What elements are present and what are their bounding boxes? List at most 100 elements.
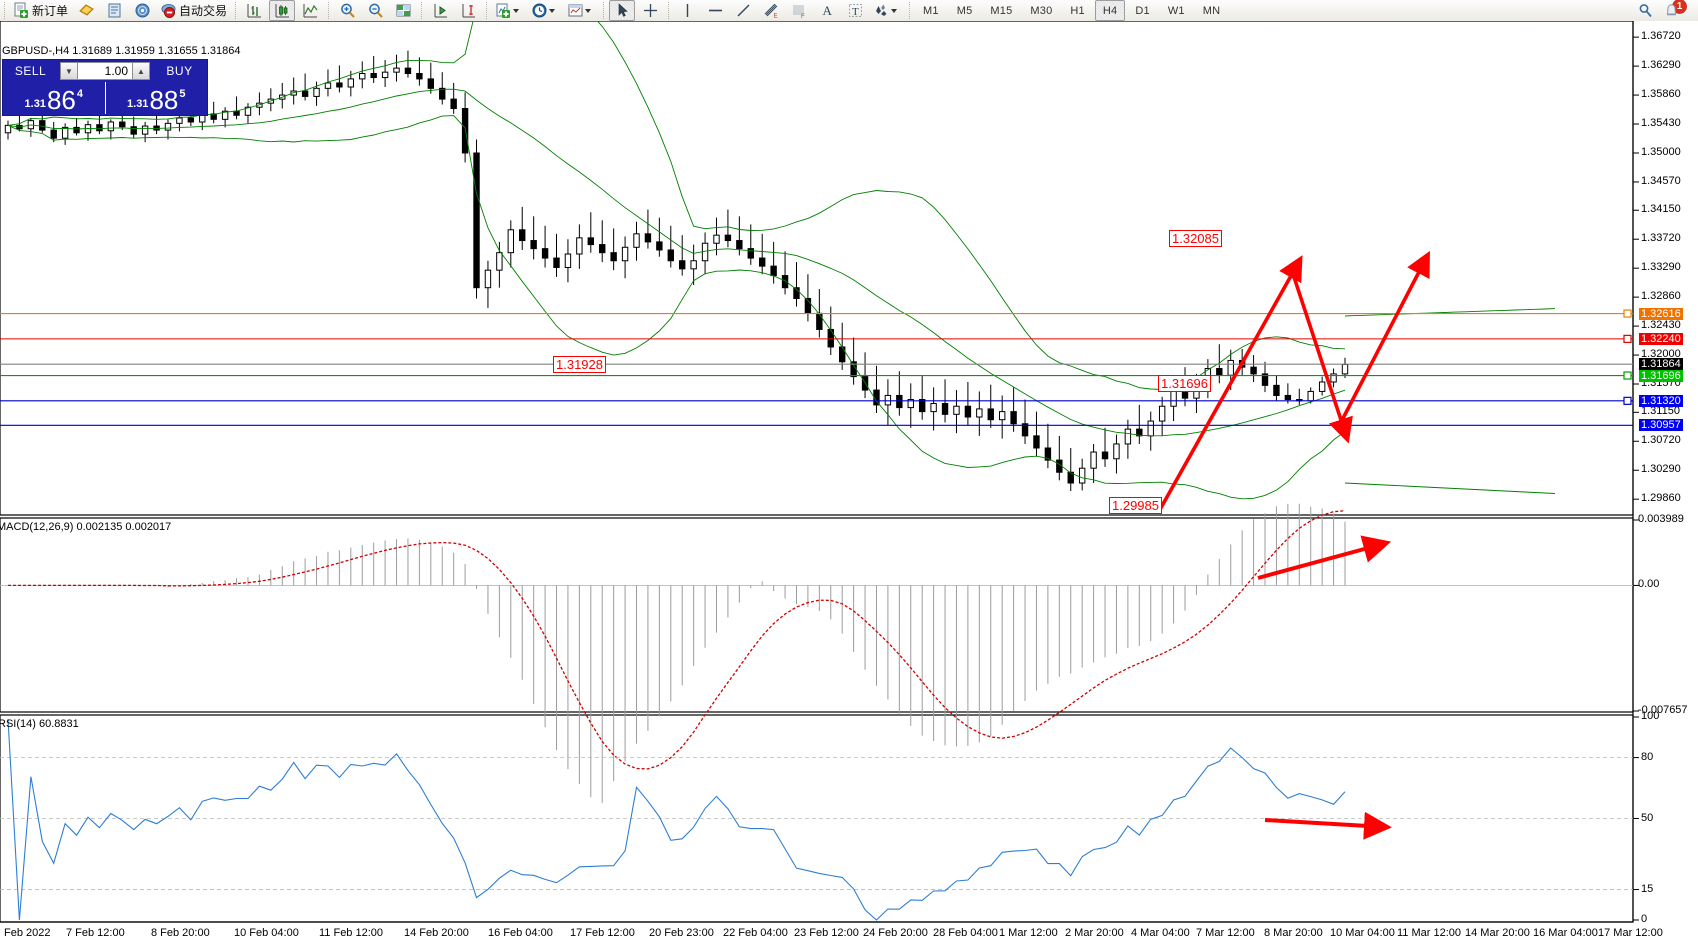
- price-level-lines: [0, 309, 1633, 426]
- time-axis-label-7: 17 Feb 12:00: [570, 927, 635, 939]
- timeframe-button-d1[interactable]: D1: [1127, 0, 1157, 21]
- candlestick-chart-button[interactable]: [269, 0, 296, 21]
- time-axis-label-12: 28 Feb 04:00: [933, 927, 998, 939]
- timeframe-button-m30[interactable]: M30: [1022, 0, 1060, 21]
- sell-price[interactable]: 1.31 86 4: [3, 82, 105, 114]
- time-axis-label-1: 7 Feb 12:00: [66, 927, 125, 939]
- chevron-down-icon[interactable]: [513, 8, 520, 13]
- chevron-down-icon[interactable]: [891, 8, 898, 13]
- notifications-button[interactable]: 1: [1660, 0, 1691, 21]
- sell-price-sup: 4: [76, 88, 83, 100]
- periods-button[interactable]: [528, 0, 562, 21]
- chevron-down-icon[interactable]: [585, 8, 592, 13]
- horizontal-line-button[interactable]: [702, 0, 728, 21]
- chart-shift-button[interactable]: [455, 0, 481, 21]
- one-click-trading-panel[interactable]: SELL ▼ 1.00 ▲ BUY 1.31 86 4 1.31 88 5: [2, 59, 208, 116]
- timeframe-button-m15[interactable]: M15: [982, 0, 1020, 21]
- indicators-button[interactable]: [492, 0, 526, 21]
- bar-chart-button[interactable]: [241, 0, 267, 21]
- auto-scroll-button[interactable]: [427, 0, 453, 21]
- trendline-button[interactable]: [730, 0, 756, 21]
- crosshair-button[interactable]: [637, 0, 663, 21]
- text-label-button[interactable]: T: [842, 0, 868, 21]
- macd-axis-tick-1: 0.00: [1638, 578, 1660, 591]
- tile-windows-button[interactable]: [390, 0, 416, 21]
- volume-increase-button[interactable]: ▲: [132, 62, 150, 80]
- vertical-line-icon: [679, 2, 696, 19]
- rsi-axis-tick-1: 80: [1641, 750, 1654, 763]
- timeframe-label: MN: [1202, 4, 1221, 17]
- timeframe-label: M15: [990, 4, 1013, 17]
- price-tag-130957: 1.30957: [1639, 419, 1683, 432]
- one-click-top-row: SELL ▼ 1.00 ▲ BUY: [3, 60, 207, 82]
- toolbar-group-chart-type: [240, 0, 324, 21]
- buy-price[interactable]: 1.31 88 5: [106, 82, 208, 114]
- rsi-axis-tick-0: 100: [1641, 710, 1660, 722]
- templates-button[interactable]: [564, 0, 598, 21]
- volume-stepper[interactable]: ▼ 1.00 ▲: [58, 60, 152, 82]
- toolbar-separator: [328, 2, 330, 19]
- time-axis-label-5: 14 Feb 20:00: [404, 927, 469, 939]
- timeframe-button-m1[interactable]: M1: [915, 0, 947, 21]
- time-axis-label-18: 10 Mar 04:00: [1330, 927, 1395, 939]
- search-button[interactable]: [1632, 0, 1658, 21]
- price-axis-tick-15: 1.30290: [1641, 463, 1681, 476]
- line-chart-icon: [302, 2, 319, 19]
- shapes-icon: [873, 2, 890, 19]
- svg-text:T: T: [852, 6, 859, 18]
- time-axis-label-0: Feb 2022: [4, 927, 51, 939]
- chevron-down-icon[interactable]: [549, 8, 556, 13]
- timeframe-label: D1: [1135, 4, 1150, 17]
- time-axis-label-4: 11 Feb 12:00: [319, 927, 384, 939]
- chart-window[interactable]: GBPUSD-,H4 1.31689 1.31959 1.31655 1.318…: [0, 21, 1698, 941]
- time-axis-label-8: 20 Feb 23:00: [649, 927, 714, 939]
- timeframe-button-w1[interactable]: W1: [1160, 0, 1193, 21]
- market-watch-icon: [78, 2, 95, 19]
- anno-129985: 1.29985: [1109, 497, 1162, 514]
- new-order-button[interactable]: 新订单: [10, 0, 71, 21]
- macd-indicator-label: MACD(12,26,9) 0.002135 0.002017: [0, 521, 172, 533]
- price-axis-tick-4: 1.35000: [1641, 145, 1681, 158]
- price-axis-tick-10: 1.32430: [1641, 319, 1681, 332]
- text-button[interactable]: A: [814, 0, 840, 21]
- auto-scroll-icon: [432, 2, 449, 19]
- buy-price-big: 88: [149, 85, 179, 115]
- timeframe-button-mn[interactable]: MN: [1195, 0, 1229, 21]
- anno-131696: 1.31696: [1158, 375, 1211, 392]
- toolbar-separator: [421, 2, 423, 19]
- time-axis-label-15: 4 Mar 04:00: [1131, 927, 1190, 939]
- trendline-icon: [735, 2, 752, 19]
- toolbar-group-drawing: [608, 0, 664, 21]
- zoom-in-button[interactable]: [334, 0, 360, 21]
- templates-icon: [567, 2, 584, 19]
- fibonacci-button[interactable]: F: [786, 0, 812, 21]
- volume-input[interactable]: 1.00: [78, 62, 132, 80]
- buy-button[interactable]: BUY: [166, 64, 193, 78]
- timeframe-label: M5: [956, 4, 973, 17]
- equidistant-channel-button[interactable]: E: [758, 0, 784, 21]
- zoom-in-icon: [339, 2, 356, 19]
- sell-button[interactable]: SELL: [14, 64, 47, 78]
- data-window-button[interactable]: [101, 0, 127, 21]
- zoom-out-button[interactable]: [362, 0, 388, 21]
- time-axis-label-10: 23 Feb 12:00: [794, 927, 859, 939]
- rsi-axis-tick-4: 0: [1641, 913, 1648, 925]
- auto-trading-button[interactable]: 自动交易: [157, 0, 230, 21]
- cursor-button[interactable]: [609, 0, 636, 21]
- chart-canvas[interactable]: [0, 21, 1698, 941]
- time-axis-label-16: 7 Mar 12:00: [1196, 927, 1255, 939]
- timeframe-button-h4[interactable]: H4: [1094, 0, 1126, 21]
- volume-decrease-button[interactable]: ▼: [60, 62, 78, 80]
- time-axis-label-21: 16 Mar 04:00: [1533, 927, 1598, 939]
- toolbar-group-order: 新订单: [0, 0, 231, 21]
- timeframe-button-h1[interactable]: H1: [1062, 0, 1092, 21]
- tile-windows-icon: [395, 2, 412, 19]
- timeframe-button-m5[interactable]: M5: [949, 0, 981, 21]
- navigator-button[interactable]: [129, 0, 155, 21]
- macd-pane-series: [0, 503, 1633, 803]
- line-chart-button[interactable]: [297, 0, 323, 21]
- vertical-line-button[interactable]: [674, 0, 700, 21]
- market-watch-button[interactable]: [73, 0, 99, 21]
- shapes-button[interactable]: [870, 0, 904, 21]
- toolbar-separator: [4, 2, 5, 19]
